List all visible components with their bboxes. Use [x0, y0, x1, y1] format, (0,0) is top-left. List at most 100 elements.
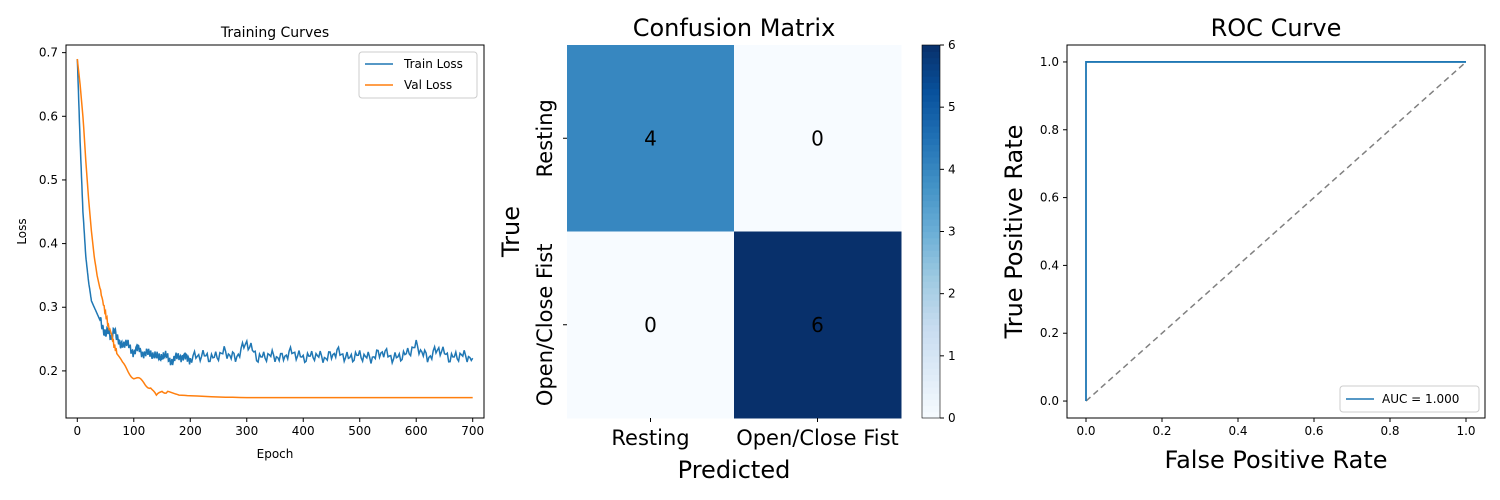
colorbar-segment: [922, 349, 940, 357]
y-tick-label: 0.4: [1040, 258, 1059, 272]
colorbar-segment: [922, 306, 940, 313]
y-tick-label: 0.2: [1040, 326, 1059, 340]
colorbar-segment: [922, 144, 940, 152]
colorbar-tick-label: 3: [948, 225, 956, 239]
colorbar-segment: [922, 380, 940, 388]
chart-title-roc: ROC Curve: [1211, 14, 1342, 42]
cell-value: 0: [811, 126, 824, 150]
colorbar-segment: [922, 45, 940, 52]
x-axis-label-training: Epoch: [257, 447, 294, 461]
colorbar-segment: [922, 219, 940, 226]
colorbar-segment: [922, 405, 940, 413]
y-axis-label-roc: True Positive Rate: [1000, 125, 1028, 340]
x-tick-label: 400: [292, 424, 315, 438]
x-axis-label-roc: False Positive Rate: [1164, 446, 1387, 474]
colorbar-segment: [922, 200, 940, 208]
chart-title-confusion: Confusion Matrix: [633, 14, 836, 42]
x-tick-label: Resting: [611, 426, 689, 450]
x-tick-label: 200: [179, 424, 202, 438]
colorbar-tick-label: 1: [948, 349, 956, 363]
x-tick-label: 0.4: [1228, 424, 1247, 438]
colorbar-segment: [922, 113, 940, 121]
y-axis-label-training: Loss: [15, 218, 29, 244]
colorbar-segment: [922, 318, 940, 326]
colorbar-segment: [922, 299, 940, 307]
x-tick-label: 0.2: [1152, 424, 1171, 438]
colorbar-segment: [922, 293, 940, 301]
colorbar-tick-label: 5: [948, 100, 956, 114]
colorbar-segment: [922, 125, 940, 133]
series-line-train-loss: [76, 58, 474, 366]
legend-label: Train Loss: [403, 57, 463, 71]
y-tick-label: 0.8: [1040, 123, 1059, 137]
series-line-val-loss: [76, 58, 473, 399]
colorbar-segment: [922, 119, 940, 127]
colorbar-segment: [922, 262, 940, 270]
y-tick-label: 0.2: [39, 364, 58, 378]
x-tick-label: 0.8: [1380, 424, 1399, 438]
colorbar-segment: [922, 399, 940, 407]
colorbar-segment: [922, 107, 940, 114]
colorbar-segment: [922, 330, 940, 338]
axes-frame-training: [65, 44, 485, 419]
colorbar-segment: [922, 337, 940, 344]
x-tick-label: 0: [73, 424, 81, 438]
x-tick-label: 300: [235, 424, 258, 438]
colorbar-segment: [922, 281, 940, 289]
heatmap-cell: [734, 45, 902, 232]
x-tick-label: 500: [348, 424, 371, 438]
colorbar-segment: [922, 386, 940, 394]
y-tick-label: 0.6: [1040, 191, 1059, 205]
y-tick-label: 0.6: [39, 109, 58, 123]
colorbar-segment: [922, 88, 940, 96]
colorbar-segment: [922, 343, 940, 351]
axes-frame-roc: [1066, 44, 1486, 419]
chart-title-training: Training Curves: [220, 25, 329, 41]
colorbar-segment: [922, 51, 940, 59]
colorbar-segment: [922, 181, 940, 189]
colorbar-segment: [922, 175, 940, 183]
y-tick-label: 0.3: [39, 300, 58, 314]
y-tick-label: 0.5: [39, 173, 58, 187]
y-tick-label: Resting: [533, 99, 557, 177]
colorbar-segment: [922, 163, 940, 170]
legend-label: AUC = 1.000: [1382, 392, 1459, 406]
cell-value: 6: [811, 313, 824, 337]
colorbar-segment: [922, 243, 940, 251]
cell-value: 0: [644, 313, 657, 337]
colorbar-segment: [922, 225, 940, 233]
colorbar-segment: [922, 138, 940, 146]
colorbar-segment: [922, 132, 940, 139]
x-tick-label: 100: [122, 424, 145, 438]
heatmap-cell: [567, 45, 735, 232]
colorbar-segment: [922, 362, 940, 369]
colorbar-segment: [922, 275, 940, 282]
y-tick-label: 0.0: [1040, 394, 1059, 408]
series-line-roc: [1085, 61, 1466, 402]
legend-box-roc: [1339, 385, 1480, 413]
colorbar-segment: [922, 237, 940, 245]
colorbar-segment: [922, 393, 940, 400]
colorbar-segment: [922, 312, 940, 320]
colorbar-segment: [922, 76, 940, 83]
y-tick-label: 1.0: [1040, 55, 1059, 69]
colorbar-tick-label: 6: [948, 38, 956, 52]
colorbar-segment: [922, 231, 940, 239]
colorbar-segment: [922, 100, 940, 108]
x-tick-label: 600: [405, 424, 428, 438]
colorbar-segment: [922, 268, 940, 276]
colorbar-segment: [922, 187, 940, 195]
x-tick-label: 1.0: [1456, 424, 1475, 438]
y-axis-label-confusion: True: [497, 206, 525, 258]
colorbar-segment: [922, 63, 940, 71]
colorbar-segment: [922, 194, 940, 202]
x-tick-label: 700: [461, 424, 484, 438]
legend-label: Val Loss: [404, 78, 452, 92]
cell-value: 4: [644, 126, 657, 150]
colorbar-tick-label: 4: [948, 162, 956, 176]
colorbar-segment: [922, 57, 940, 65]
colorbar-segment: [922, 150, 940, 158]
colorbar-segment: [922, 355, 940, 363]
y-tick-label: 0.7: [39, 46, 58, 60]
x-tick-label: Open/Close Fist: [736, 426, 899, 450]
